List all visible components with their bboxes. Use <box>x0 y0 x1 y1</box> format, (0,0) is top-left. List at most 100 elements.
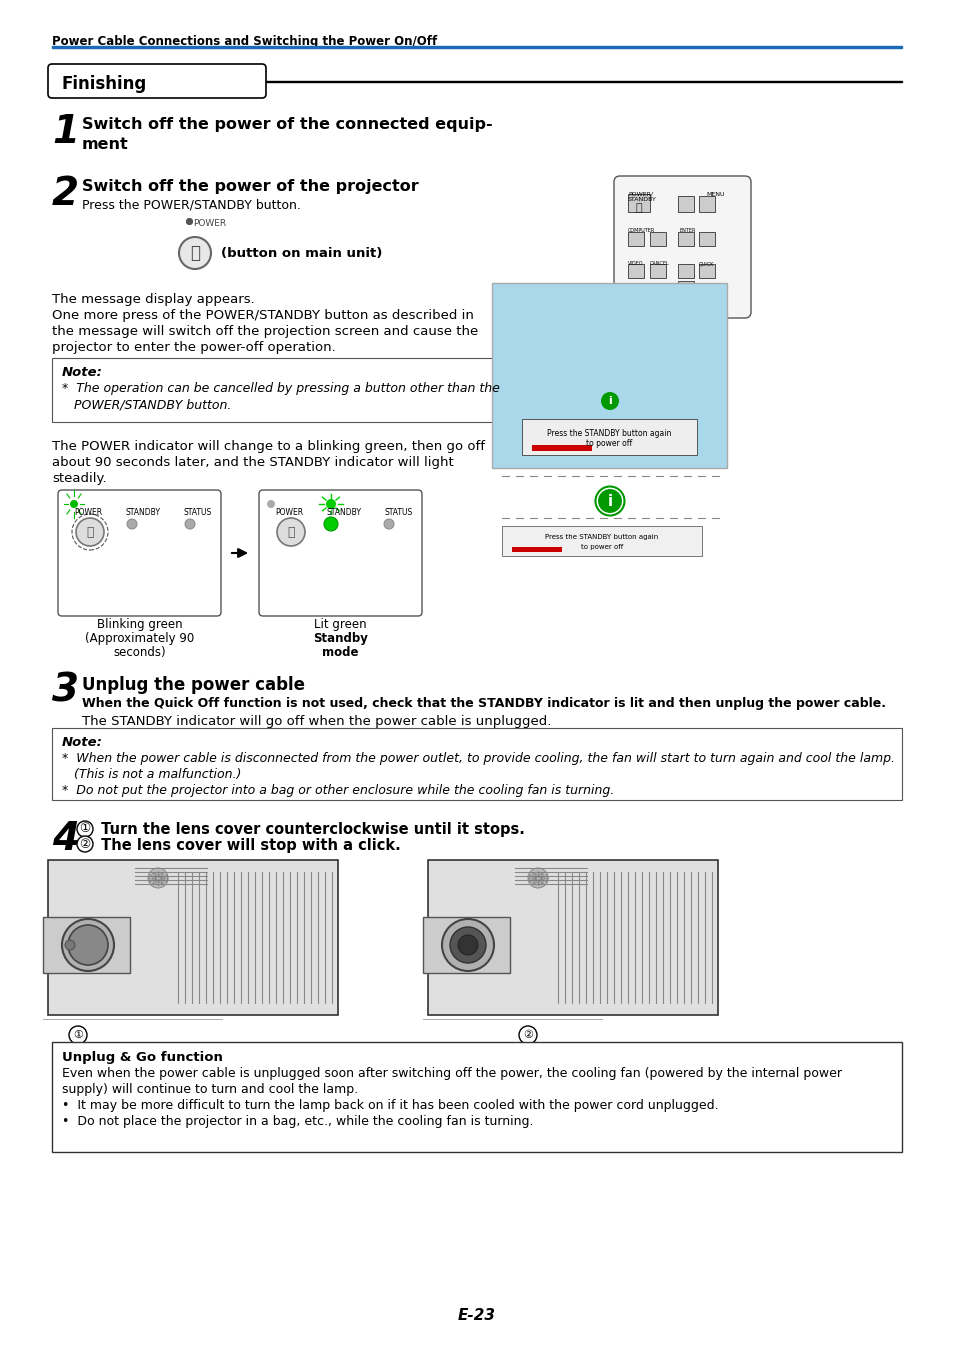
Text: projector to enter the power-off operation.: projector to enter the power-off operati… <box>52 341 335 355</box>
Text: i: i <box>607 493 612 508</box>
Circle shape <box>384 519 394 528</box>
Bar <box>627 264 643 278</box>
Bar <box>532 445 592 452</box>
Text: mode: mode <box>322 646 358 659</box>
Text: 4: 4 <box>52 820 79 857</box>
Text: Finishing: Finishing <box>62 75 147 93</box>
Circle shape <box>62 919 113 971</box>
Text: 1: 1 <box>52 113 79 151</box>
Text: ②: ② <box>79 837 91 851</box>
Bar <box>678 280 693 295</box>
Text: *  Do not put the projector into a bag or other enclosure while the cooling fan : * Do not put the projector into a bag or… <box>62 785 614 797</box>
Text: Switch off the power of the projector: Switch off the power of the projector <box>82 179 418 194</box>
Text: supply) will continue to turn and cool the lamp.: supply) will continue to turn and cool t… <box>62 1082 357 1096</box>
Text: 2: 2 <box>52 175 79 213</box>
Text: i: i <box>607 396 611 406</box>
Bar <box>699 264 714 278</box>
FancyBboxPatch shape <box>58 491 221 616</box>
Circle shape <box>267 500 274 508</box>
Circle shape <box>185 519 194 528</box>
Text: POWER/STANDBY button.: POWER/STANDBY button. <box>62 398 232 411</box>
Bar <box>678 232 693 245</box>
Text: Unplug & Go function: Unplug & Go function <box>62 1051 223 1064</box>
Text: MENU: MENU <box>705 191 723 197</box>
Text: ⏻: ⏻ <box>635 204 641 213</box>
Circle shape <box>450 927 485 962</box>
Circle shape <box>77 836 92 852</box>
Text: STATUS: STATUS <box>184 508 212 518</box>
Bar <box>649 232 665 245</box>
Text: QUICK: QUICK <box>699 262 714 266</box>
Bar <box>521 419 697 456</box>
Text: 3: 3 <box>52 673 79 710</box>
Text: about 90 seconds later, and the STANDBY indicator will light: about 90 seconds later, and the STANDBY … <box>52 456 454 469</box>
Bar <box>649 264 665 278</box>
Circle shape <box>65 940 75 950</box>
Bar <box>678 264 693 278</box>
FancyBboxPatch shape <box>258 491 421 616</box>
Bar <box>48 860 337 1015</box>
Text: STATUS: STATUS <box>385 508 413 518</box>
Circle shape <box>527 868 547 888</box>
Text: •  It may be more difficult to turn the lamp back on if it has been cooled with : • It may be more difficult to turn the l… <box>62 1099 718 1112</box>
Circle shape <box>326 499 335 510</box>
Bar <box>43 917 130 973</box>
Bar <box>492 283 726 468</box>
Text: •  Do not place the projector in a bag, etc., while the cooling fan is turning.: • Do not place the projector in a bag, e… <box>62 1115 533 1128</box>
Bar <box>627 194 649 212</box>
Bar <box>52 359 541 422</box>
Bar <box>501 526 701 555</box>
Text: ①: ① <box>73 1030 83 1041</box>
Circle shape <box>68 925 108 965</box>
Circle shape <box>324 518 337 531</box>
Text: Unplug the power cable: Unplug the power cable <box>82 675 305 694</box>
Bar <box>512 547 561 551</box>
Text: Note:: Note: <box>62 736 103 749</box>
Circle shape <box>597 488 622 514</box>
Text: The POWER indicator will change to a blinking green, then go off: The POWER indicator will change to a bli… <box>52 439 484 453</box>
Circle shape <box>77 821 92 837</box>
Bar <box>52 728 901 799</box>
Text: Press the STANDBY button again: Press the STANDBY button again <box>545 534 658 541</box>
Text: Power Cable Connections and Switching the Power On/Off: Power Cable Connections and Switching th… <box>52 35 436 49</box>
Text: POWER: POWER <box>274 508 303 518</box>
Text: Switch off the power of the connected equip-
ment: Switch off the power of the connected eq… <box>82 117 492 152</box>
Text: ⏻: ⏻ <box>287 526 294 538</box>
Text: E-23: E-23 <box>457 1308 496 1322</box>
Text: When the Quick Off function is not used, check that the STANDBY indicator is lit: When the Quick Off function is not used,… <box>82 697 885 710</box>
Text: ⏻: ⏻ <box>190 244 200 262</box>
Text: (This is not a malfunction.): (This is not a malfunction.) <box>62 768 241 780</box>
Bar <box>52 1042 901 1153</box>
Text: *  The operation can be cancelled by pressing a button other than the: * The operation can be cancelled by pres… <box>62 381 499 395</box>
Text: POWER: POWER <box>74 508 102 518</box>
Text: Note:: Note: <box>62 367 103 379</box>
Text: Turn the lens cover counterclockwise until it stops.: Turn the lens cover counterclockwise unt… <box>96 822 524 837</box>
Circle shape <box>518 1026 537 1043</box>
Text: VIDEO: VIDEO <box>627 262 643 266</box>
Circle shape <box>76 518 104 546</box>
Text: the message will switch off the projection screen and cause the: the message will switch off the projecti… <box>52 325 477 338</box>
Circle shape <box>441 919 494 971</box>
Text: Even when the power cable is unplugged soon after switching off the power, the c: Even when the power cable is unplugged s… <box>62 1068 841 1080</box>
Text: POWER: POWER <box>193 218 226 228</box>
Text: to power off: to power off <box>580 545 622 550</box>
Bar <box>627 232 643 245</box>
Circle shape <box>148 868 168 888</box>
Text: steadily.: steadily. <box>52 472 107 485</box>
Bar <box>699 195 714 212</box>
Circle shape <box>70 500 78 508</box>
Circle shape <box>69 1026 87 1043</box>
Text: Lit green: Lit green <box>314 617 366 631</box>
Text: Standby: Standby <box>313 632 368 644</box>
Bar <box>678 195 693 212</box>
Bar <box>52 46 901 49</box>
Text: STANDBY: STANDBY <box>327 508 361 518</box>
Text: Blinking green: Blinking green <box>96 617 182 631</box>
Circle shape <box>127 519 137 528</box>
Circle shape <box>457 936 477 954</box>
Text: CANCEL: CANCEL <box>649 262 669 266</box>
Text: seconds): seconds) <box>113 646 166 659</box>
Text: POWER/
STANDBY: POWER/ STANDBY <box>627 191 657 202</box>
Bar <box>422 917 510 973</box>
Bar <box>699 232 714 245</box>
